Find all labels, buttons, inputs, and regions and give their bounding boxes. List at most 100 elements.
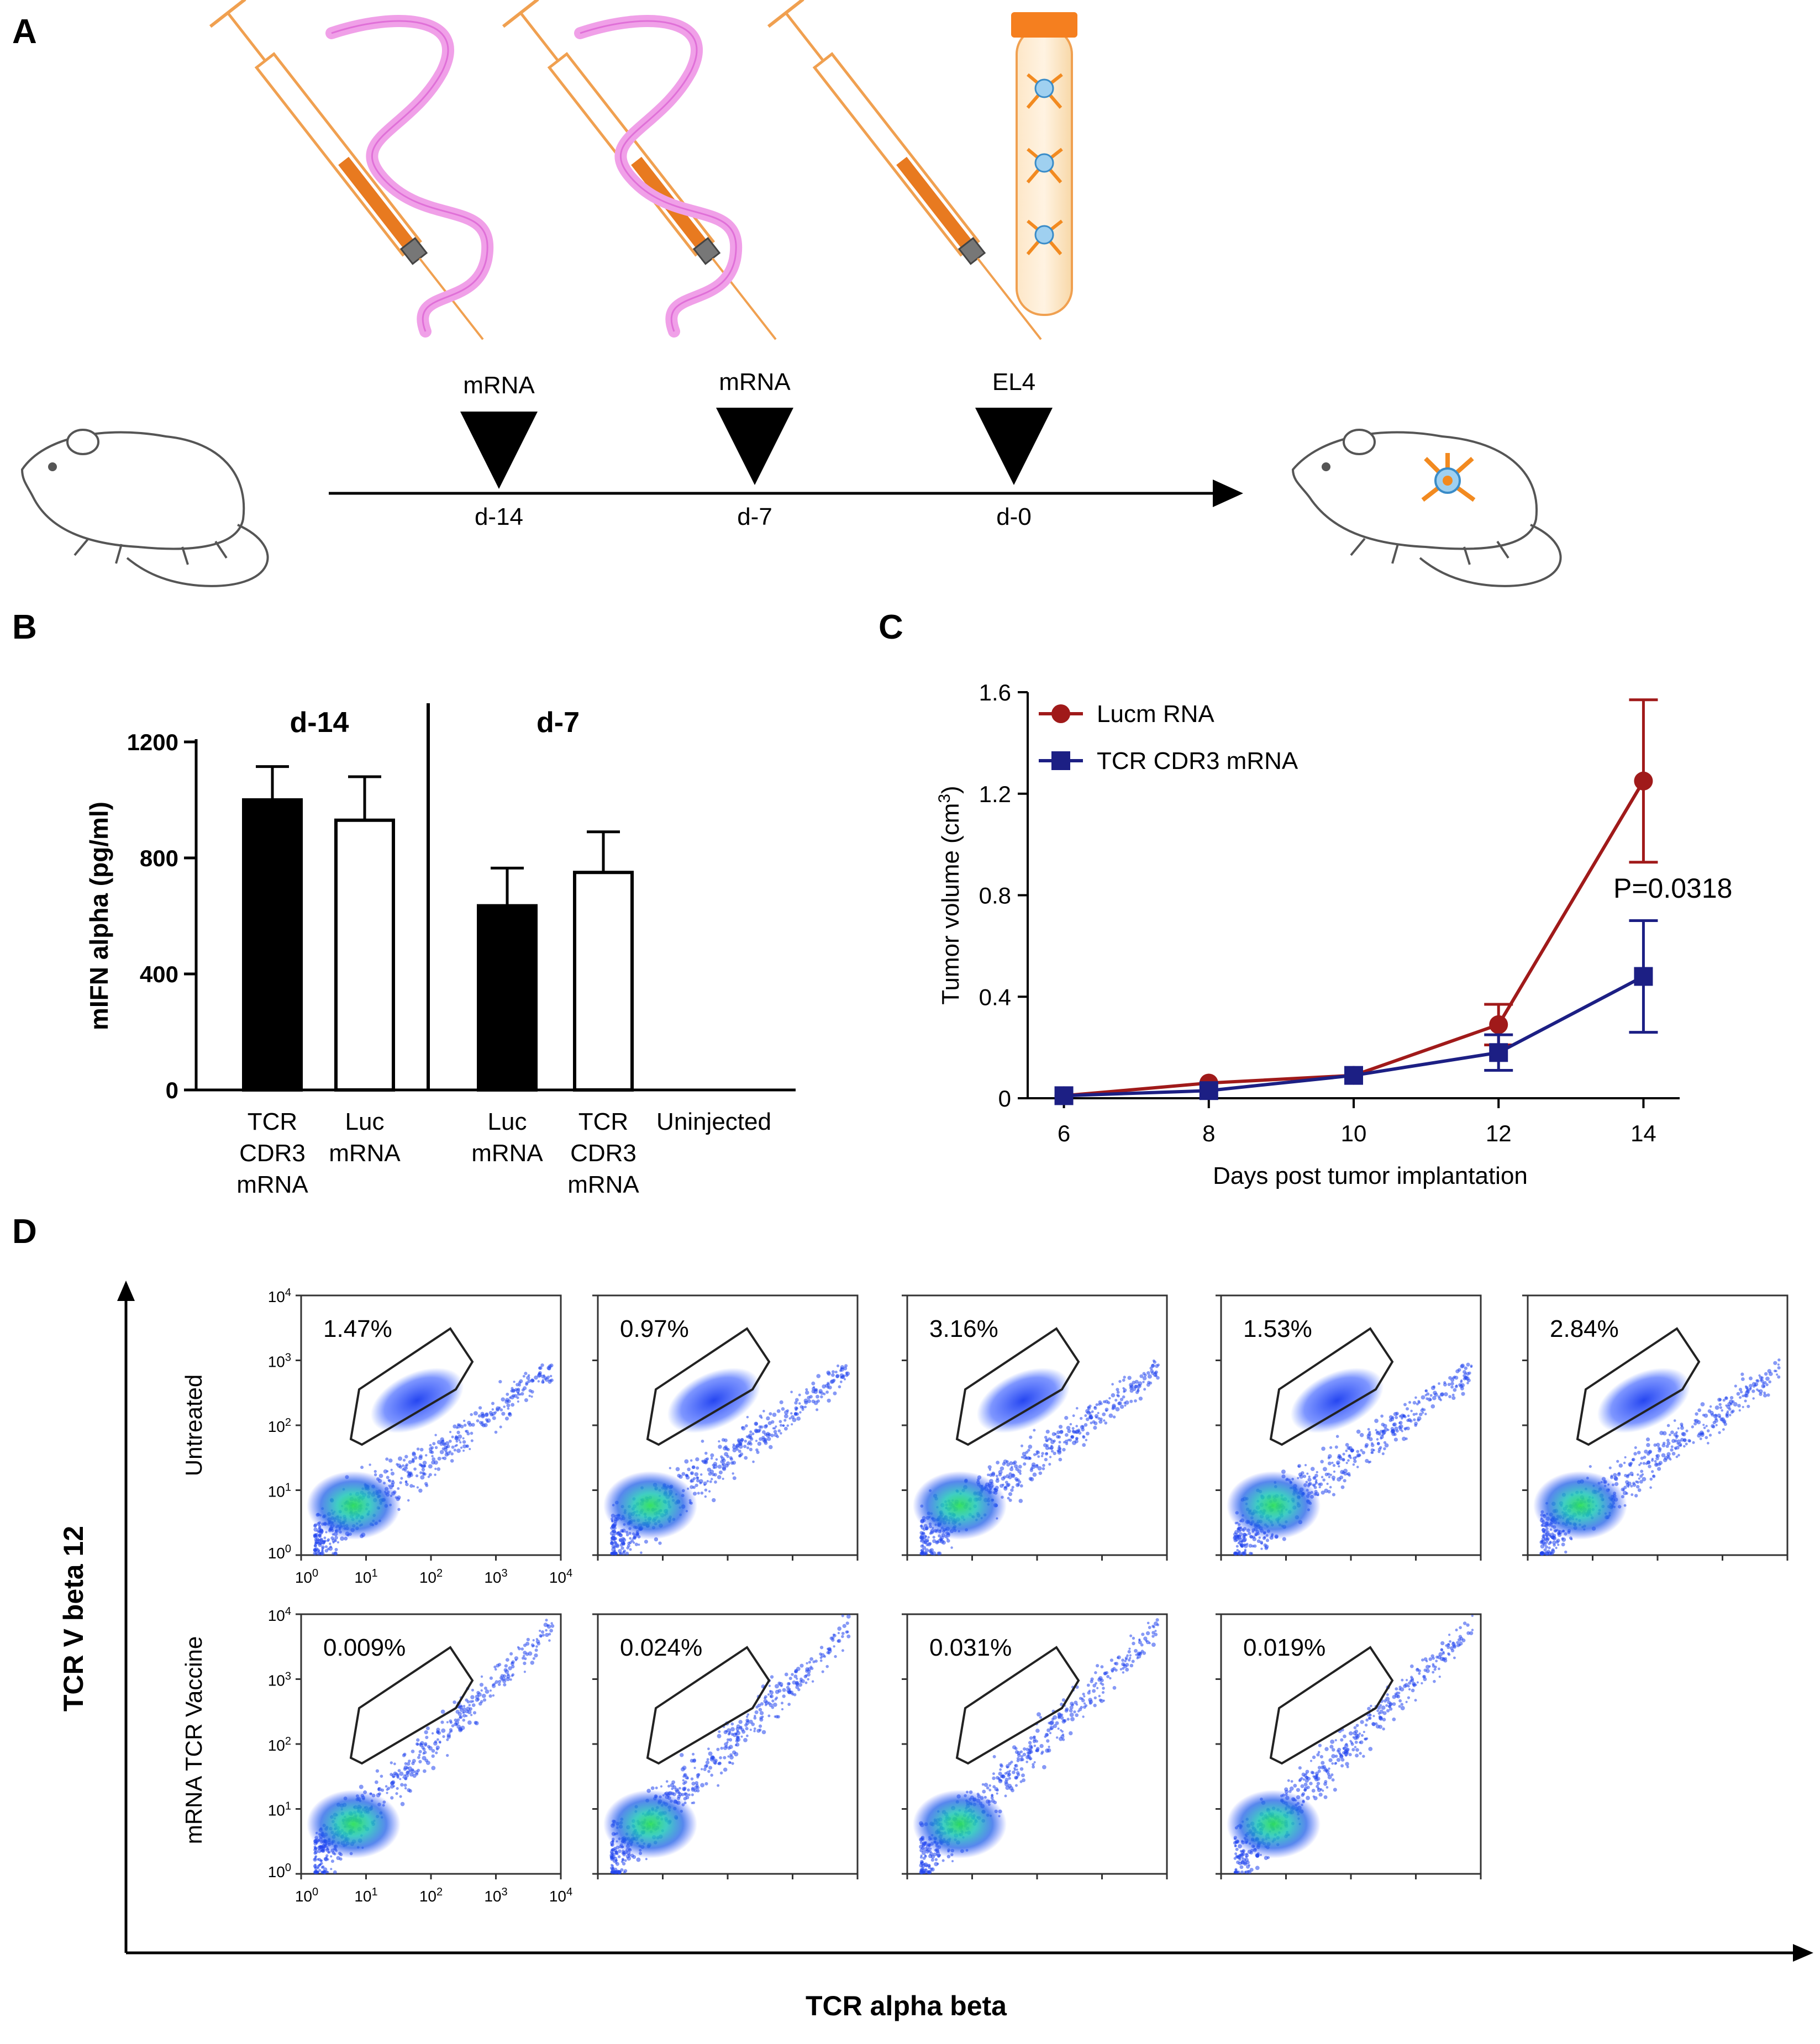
tumor-cell-icon: [1421, 453, 1476, 502]
event-dot: [610, 1539, 613, 1542]
event-dot: [611, 1864, 613, 1867]
event-dot: [692, 1752, 695, 1756]
event-dot: [1469, 1631, 1474, 1635]
event-dot: [613, 1531, 617, 1535]
event-dot: [1313, 1484, 1316, 1487]
event-dot: [772, 1427, 775, 1430]
event-dot: [1069, 1731, 1073, 1736]
event-dot: [1448, 1376, 1452, 1380]
event-dot: [731, 1762, 734, 1765]
event-dot: [1467, 1371, 1471, 1375]
event-dot: [1346, 1473, 1349, 1476]
event-dot: [812, 1660, 816, 1663]
event-dot: [843, 1378, 846, 1381]
event-dot: [1358, 1732, 1361, 1735]
event-dot: [740, 1452, 744, 1456]
event-dot: [932, 1536, 935, 1539]
event-dot: [1409, 1419, 1413, 1423]
flow-plot: 0.97%: [592, 1294, 859, 1561]
gate-polygon: [1269, 1327, 1394, 1446]
event-dot: [757, 1441, 762, 1446]
event-dot: [1659, 1431, 1664, 1435]
event-dot: [633, 1541, 635, 1544]
event-dot: [1352, 1736, 1355, 1739]
event-dot: [1705, 1425, 1708, 1427]
event-dot: [1302, 1474, 1307, 1478]
event-dot: [539, 1634, 543, 1638]
event-dot: [1638, 1463, 1641, 1466]
event-dot: [996, 1461, 1000, 1464]
event-dot: [472, 1711, 477, 1715]
event-dot: [1016, 1759, 1020, 1762]
event-dot: [1244, 1871, 1247, 1874]
event-dot: [1137, 1387, 1140, 1390]
event-dot: [1331, 1748, 1335, 1752]
event-dot: [827, 1647, 829, 1650]
event-dot: [436, 1467, 441, 1471]
event-dot: [1042, 1764, 1046, 1769]
event-dot: [507, 1407, 510, 1410]
event-dot: [784, 1672, 788, 1677]
legend-marker: [1051, 751, 1070, 770]
gate-polygon: [955, 1646, 1080, 1765]
event-dot: [1450, 1648, 1455, 1653]
series-tcr-cdr3-mrna: [1054, 919, 1658, 1105]
event-dot: [417, 1756, 420, 1759]
y-tick-label: 800: [140, 845, 178, 871]
event-dot: [930, 1551, 934, 1556]
event-dot: [502, 1674, 507, 1678]
event-dot: [1046, 1748, 1051, 1753]
event-dot: [717, 1784, 720, 1787]
event-dot: [1451, 1396, 1456, 1400]
event-dot: [1098, 1676, 1103, 1680]
event-dot: [741, 1426, 744, 1429]
y-tick-label: 0.4: [979, 984, 1011, 1010]
event-dot: [845, 1371, 848, 1374]
event-dot: [1423, 1677, 1427, 1682]
event-dot: [1100, 1682, 1103, 1685]
event-dot: [1697, 1408, 1702, 1413]
event-dot: [321, 1547, 324, 1550]
event-dot: [1128, 1658, 1131, 1662]
event-dot: [404, 1464, 408, 1468]
event-dot: [792, 1680, 796, 1685]
event-dot: [1631, 1458, 1635, 1462]
event-dot: [1699, 1437, 1702, 1440]
event-dot: [413, 1467, 417, 1471]
event-dot: [1236, 1860, 1240, 1864]
event-dot: [1398, 1424, 1403, 1429]
event-dot: [489, 1689, 492, 1692]
flow-plot: 1.53%: [1216, 1294, 1482, 1561]
event-dot: [545, 1619, 548, 1622]
event-dot: [424, 1730, 428, 1735]
event-dot: [1082, 1443, 1086, 1447]
event-dot: [1114, 1662, 1119, 1666]
outer-x-label: TCR alpha beta: [806, 1990, 1007, 2021]
event-dot: [397, 1463, 402, 1468]
event-dot: [477, 1692, 482, 1697]
event-dot: [493, 1665, 497, 1669]
event-dot: [1135, 1653, 1138, 1656]
event-dot: [423, 1769, 427, 1773]
event-dot: [1115, 1407, 1120, 1411]
event-dot: [462, 1718, 466, 1722]
event-dot: [1553, 1543, 1556, 1547]
event-dot: [726, 1738, 730, 1741]
event-dot: [1413, 1418, 1416, 1421]
event-dot: [1045, 1429, 1050, 1434]
event-dot: [771, 1699, 775, 1703]
event-dot: [735, 1739, 739, 1743]
event-dot: [1649, 1477, 1653, 1481]
event-dot: [951, 1860, 954, 1863]
event-dot: [318, 1869, 322, 1872]
event-dot: [827, 1386, 830, 1389]
event-dot: [334, 1547, 338, 1552]
event-dot: [1356, 1466, 1359, 1468]
y-axis-label: Tumor volume (cm3): [935, 786, 965, 1004]
event-dot: [1387, 1705, 1391, 1708]
event-dot: [1371, 1722, 1376, 1726]
event-dot: [1440, 1641, 1445, 1646]
event-dot: [516, 1383, 519, 1387]
